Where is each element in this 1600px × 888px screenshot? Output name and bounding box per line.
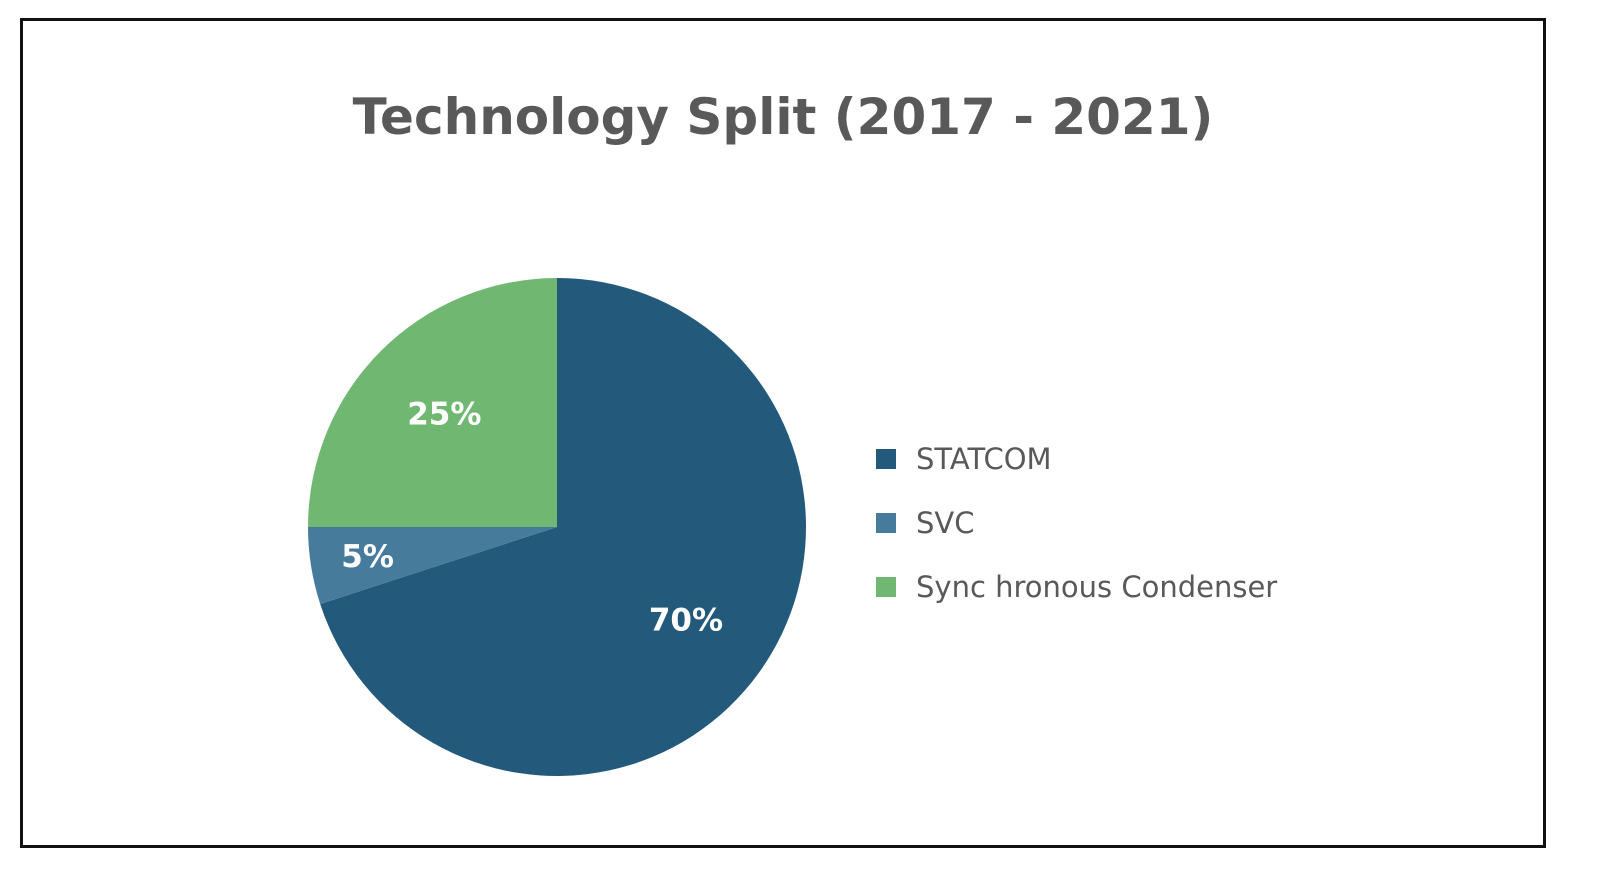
legend-label-sync-hronous-condenser: Sync hronous Condenser	[916, 570, 1277, 604]
pie-slice-svc	[308, 527, 557, 604]
legend-label-statcom: STATCOM	[916, 442, 1052, 476]
slice-label-svc: 5%	[341, 539, 394, 575]
legend-label-svc: SVC	[916, 506, 975, 540]
pie-slices	[308, 278, 806, 776]
legend-swatch-sync-hronous-condenser	[876, 577, 896, 597]
legend-swatch-svc	[876, 513, 896, 533]
slice-labels: 70% 5% 25%	[341, 396, 723, 638]
slice-label-sync-hronous-condenser: 25%	[407, 396, 481, 432]
chart-title: Technology Split (2017 - 2021)	[352, 88, 1214, 146]
legend-swatch-statcom	[876, 449, 896, 469]
pie-slice-sync-hronous-condenser	[308, 278, 557, 527]
chart-legend: STATCOM SVC Sync hronous Condenser	[876, 442, 1277, 604]
pie-slice-statcom	[320, 278, 806, 776]
slice-label-statcom: 70%	[649, 603, 723, 639]
